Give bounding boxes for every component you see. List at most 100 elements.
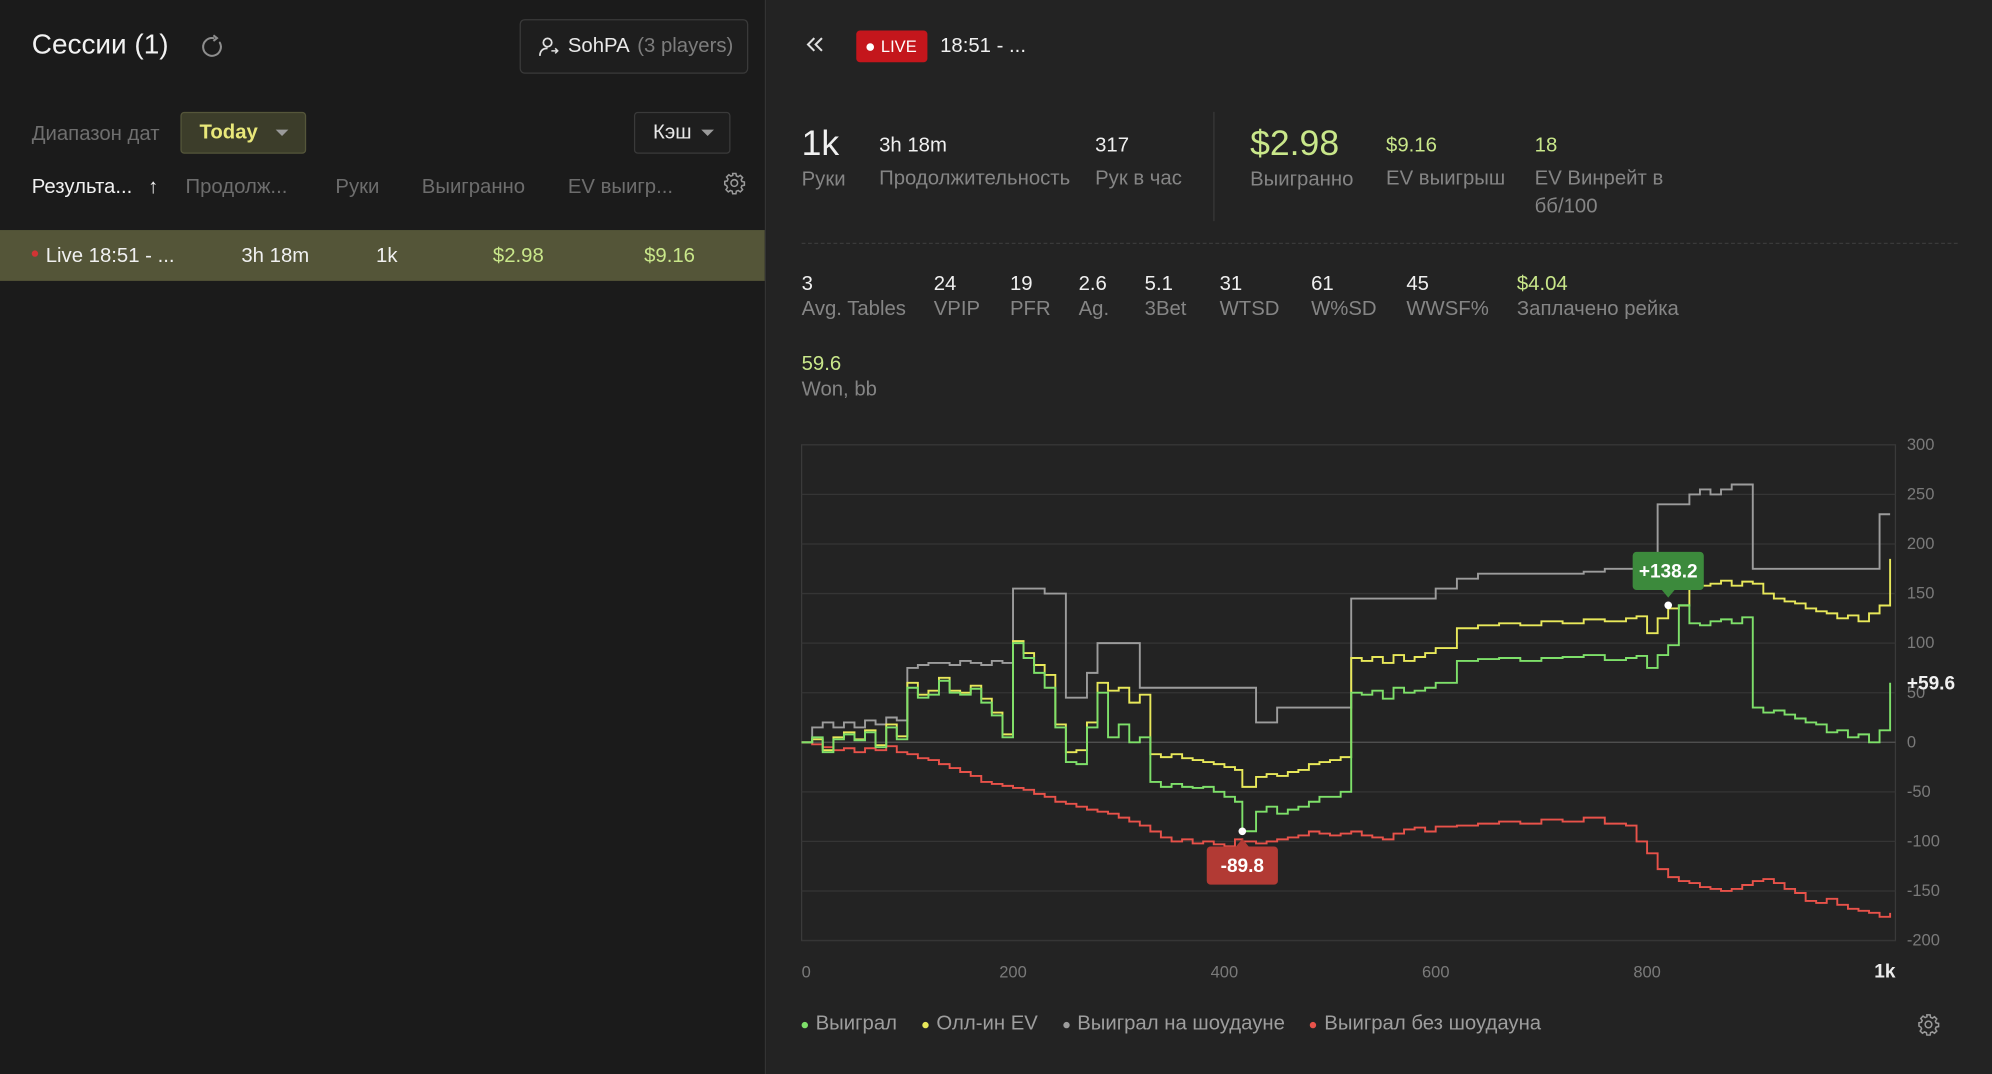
chevron-down-icon [701,129,715,136]
x-tick-label: 800 [1633,963,1661,981]
stat-value: 31 [1219,273,1243,295]
annotation-point [1664,601,1673,610]
stat-ev-winrate: 18 EV Винрейт в бб/100 [1535,135,1687,221]
session-hands: 1k [376,245,398,267]
x-tick-label: 400 [1211,963,1239,981]
annotation-label: +138.2 [1639,561,1698,582]
legend-item-allin-ev[interactable]: Олл-ин EV [922,1012,1038,1036]
stat-label: Продолжительность [879,167,1071,190]
stat-label: W%SD [1311,298,1377,321]
legend-item-showdown[interactable]: Выиграл на шоудауне [1063,1013,1285,1036]
session-ev: $9.16 [644,245,695,267]
session-won: $2.98 [492,245,544,267]
live-dot-icon [866,42,875,51]
stat-label: WWSF% [1406,298,1489,321]
legend-dot [801,1021,808,1028]
sessions-title: Сессии (1) [31,27,169,60]
series-line [801,604,1892,833]
session-name: Live 18:51 - ... [31,245,175,268]
stat-vpip: 24 VPIP [934,273,980,324]
annotation-box [1206,846,1278,885]
x-tick-label: 600 [1422,963,1450,981]
legend-item-won[interactable]: Выиграл [801,1012,898,1036]
date-range-dropdown[interactable]: Today [180,111,307,154]
stat-pfr: 19 PFR [1010,273,1051,324]
column-header-duration[interactable]: Продолж... [185,176,288,199]
stat-label: Avg. Tables [801,298,906,321]
stat-rake: $4.04 Заплачено рейка [1517,273,1679,324]
annotation-point [1238,827,1247,836]
stat-value: $2.98 [1250,123,1340,163]
legend-label: Выиграл [815,1012,898,1035]
double-chevron-left-icon[interactable] [803,33,826,56]
stat-label: Рук в час [1095,167,1182,190]
player-name: SohPA [567,34,630,57]
stat-value: 3 [801,273,813,295]
session-row[interactable]: Live 18:51 - ... 3h 18m 1k $2.98 $9.16 [0,230,765,281]
chart-settings-gear-icon[interactable] [1917,1013,1940,1036]
stat-value: 61 [1311,273,1334,295]
session-name-text: Live 18:51 - ... [45,245,175,267]
gear-icon[interactable] [723,172,746,195]
y-tick-label: 150 [1907,585,1935,603]
legend-label: Олл-ин EV [936,1012,1038,1035]
stat-value: 5.1 [1144,273,1173,295]
stat-label: Руки [801,169,846,191]
column-header-result[interactable]: Результа... ↑ [32,177,159,200]
date-range-value: Today [199,121,258,143]
game-type-value: Кэш [652,121,692,143]
legend-item-non-showdown[interactable]: Выиграл без шоудауна [1310,1013,1541,1036]
x-tick-label: 0 [802,963,811,981]
end-value-label: +59.6 [1907,674,1955,695]
legend-dot [1310,1021,1317,1028]
stat-label: EV Винрейт в бб/100 [1534,167,1664,218]
player-selector-button[interactable]: SohPA (3 players) [519,19,749,74]
stat-won: $2.98 Выигранно [1250,122,1353,194]
column-header-label: Результа... [31,176,133,199]
y-tick-label: 200 [1907,535,1935,553]
annotation-label: -89.8 [1221,856,1264,877]
stat-value: 1k [801,123,840,163]
column-header-won[interactable]: Выигранно [421,176,526,199]
refresh-icon[interactable] [201,34,226,59]
y-tick-label: -200 [1907,932,1940,950]
live-badge: LIVE [856,30,928,63]
y-tick-label: -150 [1907,882,1940,900]
legend-dot [922,1021,929,1028]
stat-value: 19 [1009,273,1033,295]
y-tick-label: 250 [1907,486,1935,504]
x-tick-label: 1k [1874,961,1896,982]
y-tick-label: 300 [1907,436,1935,454]
series-line [801,483,1891,744]
stat-hands-per-hour: 317 Рук в час [1095,135,1182,193]
stat-label: 3Bet [1144,298,1187,321]
annotation-pointer [1661,590,1675,598]
stat-value: 45 [1406,273,1429,295]
chart-legend: Выиграл Олл-ин EV Выиграл на шоудауне Вы… [801,1012,1541,1036]
session-detail-panel: LIVE 18:51 - ... 1k Руки 3h 18m Продолжи… [766,0,1992,1074]
column-header-ev[interactable]: EV выигр... [567,176,674,199]
stat-won-bb: 59.6 Won, bb [802,353,877,404]
stat-ev-won: $9.16 EV выигрыш [1386,135,1505,193]
stat-aggression: 2.6 Ag. [1079,273,1110,324]
stat-wwsf: 45 WWSF% [1406,273,1488,324]
date-range-label: Диапазон дат [31,123,160,145]
legend-dot [1063,1021,1070,1028]
y-tick-label: -100 [1907,832,1940,850]
profit-chart[interactable]: 300 250 200 150 100 50 0 -50 -100 -150 -200 0 200 400… [766,432,1992,991]
column-header-hands[interactable]: Руки [335,176,380,199]
stat-label: Заплачено рейка [1516,298,1679,321]
stats-divider [1213,111,1215,222]
stat-wtsd: 31 WTSD [1220,273,1280,324]
stat-label: PFR [1009,298,1051,321]
stat-label: Выигранно [1250,169,1354,191]
y-tick-label: 50 [1907,684,1925,702]
stat-label: WTSD [1219,298,1280,321]
panel-divider [764,0,767,1074]
stat-value: 2.6 [1078,273,1107,295]
game-type-dropdown[interactable]: Кэш [633,111,731,154]
stats-separator [801,242,1958,245]
live-dot-icon [31,250,39,258]
stat-hands: 1k Руки [802,122,846,194]
sort-arrow-icon: ↑ [148,176,159,199]
